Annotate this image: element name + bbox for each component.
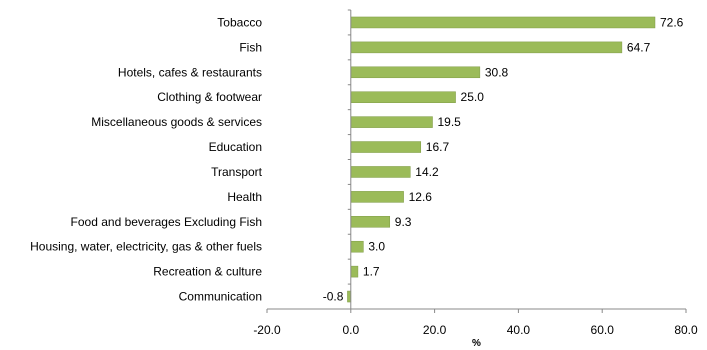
x-tick-label: 60.0	[591, 323, 615, 337]
bar	[350, 166, 411, 178]
category-label: Communication	[179, 290, 262, 304]
bar	[347, 290, 352, 303]
category-label: Tobacco	[217, 15, 262, 29]
data-label: -0.8	[323, 290, 344, 304]
category-label: Recreation & culture	[153, 265, 262, 279]
bar	[350, 141, 422, 153]
bar	[350, 66, 481, 79]
category-label: Food and beverages Excluding Fish	[71, 215, 262, 229]
x-tick-label: 40.0	[507, 323, 531, 337]
bar	[350, 216, 391, 228]
bars-group	[347, 16, 656, 303]
data-label: 1.7	[363, 265, 380, 279]
bar	[350, 116, 433, 128]
data-label: 30.8	[485, 65, 509, 79]
x-tick-label: 0.0	[342, 323, 359, 337]
data-labels: 72.6 64.7 30.825.0 19.5 16.7 14.2 12.6 9.3 3.0 1.…	[323, 15, 684, 303]
x-axis-title: %	[472, 338, 481, 349]
data-label: 19.5	[438, 115, 462, 129]
category-label: Fish	[239, 40, 262, 54]
category-label: Health	[227, 190, 262, 204]
x-tick-label: -20.0	[253, 323, 281, 337]
data-label: 3.0	[368, 240, 385, 254]
data-label: 72.6	[660, 15, 684, 29]
category-labels: Tobacco Fish Hotels, cafes & restaurants Cl…	[30, 15, 263, 303]
data-label: 16.7	[426, 140, 450, 154]
category-label: Miscellaneous goods & services	[91, 115, 262, 129]
x-axis-ticks: -20.0 0.0 20.0 40.0 60.0 80.0	[253, 309, 698, 337]
bar	[350, 41, 623, 54]
bar	[350, 191, 404, 203]
x-tick-label: 80.0	[674, 323, 698, 337]
data-label: 12.6	[409, 190, 433, 204]
bar	[350, 16, 656, 29]
data-label: 25.0	[461, 90, 485, 104]
data-label: 14.2	[415, 165, 439, 179]
category-label: Hotels, cafes & restaurants	[118, 65, 262, 79]
data-label: 64.7	[627, 40, 651, 54]
x-tick-label: 20.0	[423, 323, 447, 337]
bar	[350, 265, 359, 278]
category-label: Transport	[211, 165, 263, 179]
category-label: Clothing & footwear	[157, 90, 262, 104]
category-label: Education	[209, 140, 262, 154]
bar	[350, 91, 456, 103]
y-axis-ticks	[347, 9, 351, 310]
bar	[350, 240, 364, 253]
category-label: Housing, water, electricity, gas & other…	[30, 240, 262, 254]
data-label: 9.3	[395, 215, 412, 229]
